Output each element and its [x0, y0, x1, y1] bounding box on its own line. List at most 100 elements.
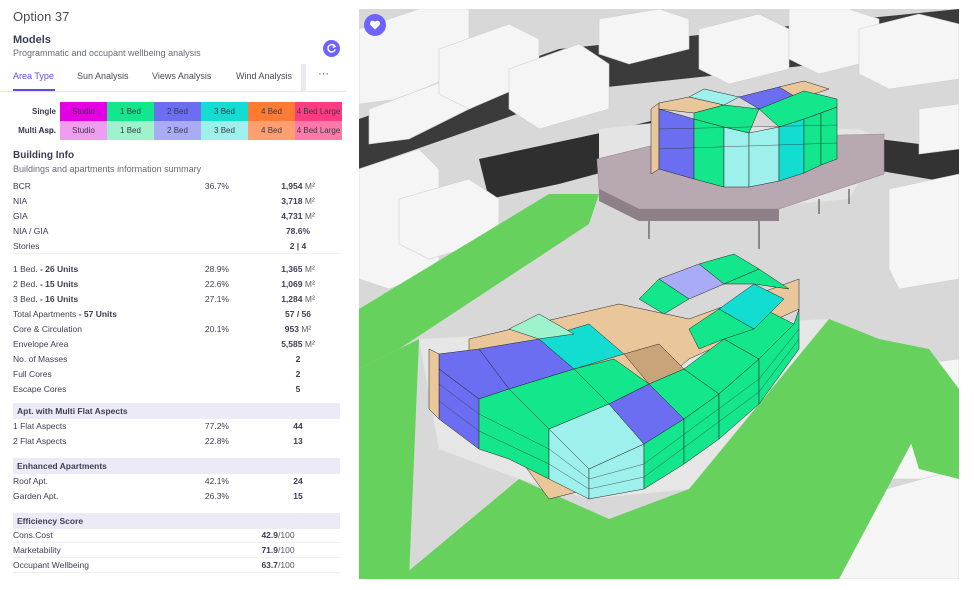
row-label: No. of Masses	[13, 354, 67, 364]
row-label-units: - 15 Units	[39, 279, 79, 289]
row-label-text: BCR	[13, 181, 31, 191]
row-value-number: 1,069	[281, 279, 303, 289]
models-refresh-button[interactable]	[323, 40, 340, 57]
row-value: 4,731 M²	[258, 211, 338, 221]
row-label-text: No. of Masses	[13, 354, 68, 364]
row-value: 13	[293, 436, 303, 446]
score-value: 63.7	[261, 560, 278, 570]
row-label: NIA	[13, 196, 27, 206]
row-label: Escape Cores	[13, 384, 66, 394]
models-subtitle: Programmatic and occupant wellbeing anal…	[13, 48, 201, 58]
table-row: Marketability 71.9/100	[13, 543, 340, 558]
tab-area-type[interactable]: Area Type	[13, 71, 54, 81]
row-label: Total Apartments - 57 Units	[13, 309, 117, 319]
score-unit: /100	[278, 530, 295, 540]
grass-area	[359, 339, 419, 579]
row-label: Core & Circulation	[13, 324, 82, 334]
legend-cell[interactable]: 2 Bed	[154, 102, 201, 121]
legend-row-single-aspect: Single Asp. Studio 1 Bed 2 Bed 3 Bed 4 B…	[13, 102, 342, 135]
tab-views-analysis[interactable]: Views Analysis	[152, 71, 212, 81]
table-row: GIA 4,731 M²	[13, 209, 340, 224]
row-value: 2	[258, 369, 338, 379]
legend-cell[interactable]: Studio	[60, 121, 107, 140]
row-value: 2 | 4	[258, 241, 338, 251]
legend-cell[interactable]: 4 Bed Large	[295, 121, 342, 140]
row-label: Occupant Wellbeing	[13, 560, 89, 570]
table-row: Envelope Area 5,585 M²	[13, 337, 340, 352]
legend-cell[interactable]: 1 Bed	[107, 102, 154, 121]
legend-cell[interactable]: Studio	[60, 102, 107, 121]
row-value-number: 2	[295, 369, 301, 379]
row-label: 2 Flat Aspects	[13, 436, 67, 446]
favorite-button[interactable]	[364, 14, 386, 36]
row-label-text: Core & Circulation	[13, 324, 82, 334]
legend-cell[interactable]: 2 Bed	[154, 121, 201, 140]
row-value-unit: M²	[301, 324, 312, 334]
active-tab-indicator	[13, 89, 55, 91]
tab-sun-analysis[interactable]: Sun Analysis	[77, 71, 129, 81]
floor-lines	[438, 328, 800, 490]
tab-scroll-divider	[301, 64, 306, 92]
row-label-text: Stories	[13, 241, 40, 251]
legend-cell[interactable]: 3 Bed	[201, 121, 248, 140]
legend-cell[interactable]: 4 Bed	[248, 121, 295, 140]
table-row: Stories 2 | 4	[13, 239, 340, 254]
row-label-text: Envelope Area	[13, 339, 69, 349]
row-label-text: 3 Bed.	[13, 294, 38, 304]
table-row: 1 Bed. - 26 Units 28.9% 1,365 M²	[13, 262, 340, 277]
row-value-number: 1,954	[281, 181, 303, 191]
row-value-number: 1,365	[281, 264, 303, 274]
refresh-icon	[327, 43, 337, 53]
row-value: 5,585 M²	[258, 339, 338, 349]
row-percent: 77.2%	[204, 421, 229, 431]
legend-cell[interactable]: 3 Bed	[201, 102, 248, 121]
row-label: NIA / GIA	[13, 226, 48, 236]
row-percent: 42.1%	[204, 476, 229, 486]
more-tabs-button[interactable]: ···	[318, 68, 329, 80]
score-value: 71.9	[261, 545, 278, 555]
podium-columns	[648, 189, 850, 249]
massing-scene	[359, 9, 959, 579]
score-unit: /100	[278, 545, 295, 555]
row-value: 1,069 M²	[258, 279, 338, 289]
row-value-number: 953	[284, 324, 299, 334]
legend-row-label: Single Asp.	[31, 107, 56, 135]
grass-area	[359, 194, 599, 369]
table-row: Total Apartments - 57 Units 57 / 56	[13, 307, 340, 322]
row-label-units: - 16 Units	[39, 294, 79, 304]
row-value: 71.9/100	[238, 545, 318, 555]
legend-cell[interactable]: 4 Bed Large	[295, 102, 342, 121]
row-label-text: Total Apartments	[13, 309, 77, 319]
row-percent: 20.1%	[204, 324, 229, 334]
table-row: Roof Apt. 42.1% 24	[13, 474, 340, 489]
row-label-text: NIA	[13, 196, 28, 206]
row-label: 1 Flat Aspects	[13, 421, 67, 431]
row-label-units: - 57 Units	[78, 309, 117, 319]
area-type-legend: Single Asp. Studio 1 Bed 2 Bed 3 Bed 4 B…	[13, 102, 342, 140]
grass-area	[879, 339, 959, 479]
row-percent: 22.8%	[204, 436, 229, 446]
option-title: Option 37	[13, 9, 70, 24]
row-value-unit: M²	[304, 339, 315, 349]
3d-model-viewport[interactable]	[359, 9, 959, 579]
table-row: Full Cores 2	[13, 367, 340, 382]
row-label: Roof Apt.	[13, 476, 48, 486]
floor-lines	[658, 124, 838, 150]
row-percent: 28.9%	[204, 264, 229, 274]
row-value: 57 / 56	[258, 309, 338, 319]
legend-cell[interactable]: 4 Bed	[248, 102, 295, 121]
row-percent: 22.6%	[204, 279, 229, 289]
multi-flat-heading: Apt. with Multi Flat Aspects	[13, 403, 340, 419]
table-row: 2 Bed. - 15 Units 22.6% 1,069 M²	[13, 277, 340, 292]
legend-cell[interactable]: 1 Bed	[107, 121, 154, 140]
row-label: Cons.Cost	[13, 530, 53, 540]
building-info-subtitle: Buildings and apartments information sum…	[13, 164, 202, 174]
lower-mass	[428, 253, 800, 500]
row-value-number: 57 / 56	[285, 309, 311, 319]
podium-edge	[599, 189, 779, 221]
table-row: BCR 36.7% 1,954 M²	[13, 179, 340, 194]
tab-wind-analysis[interactable]: Wind Analysis	[236, 71, 293, 81]
row-value: 1,954 M²	[258, 181, 338, 191]
table-row: Occupant Wellbeing 63.7/100	[13, 558, 340, 573]
row-value-unit: M²	[304, 211, 315, 221]
